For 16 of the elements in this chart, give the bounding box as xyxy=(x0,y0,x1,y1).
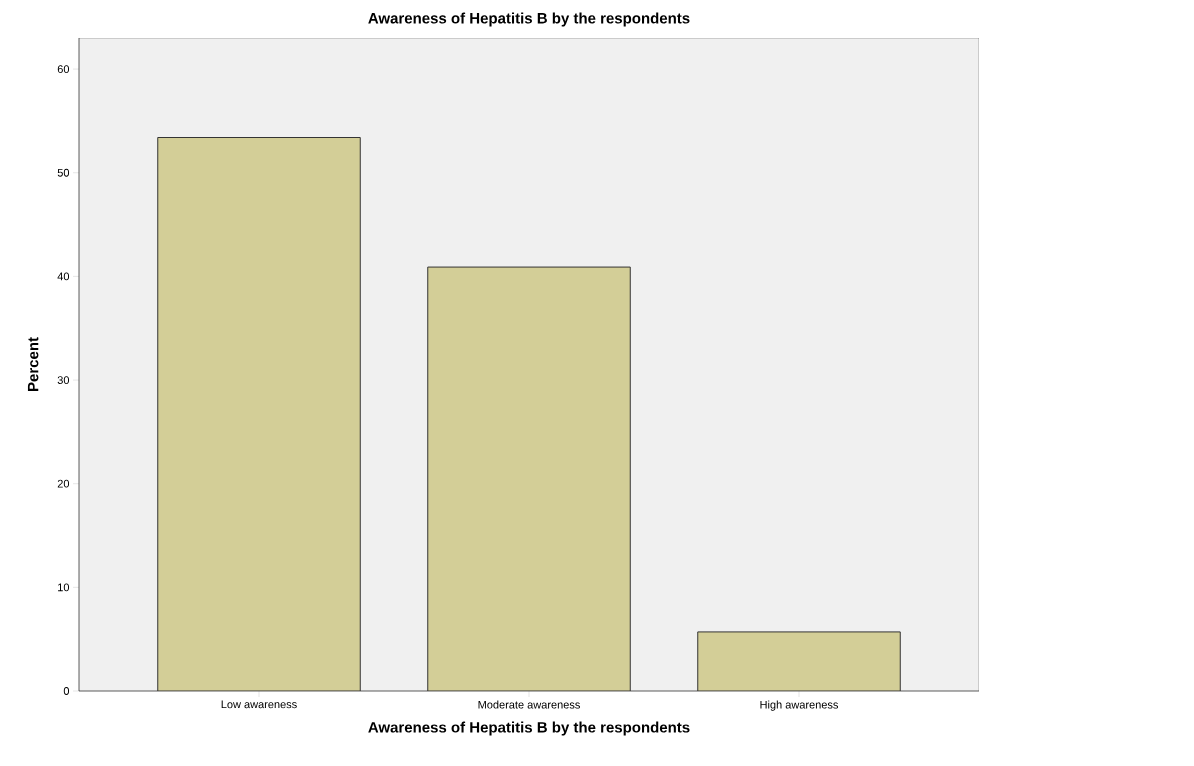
x-tick-label: Low awareness xyxy=(221,700,297,709)
bar xyxy=(697,631,901,691)
y-tick-label: 50 xyxy=(57,168,70,177)
y-tick-label: 40 xyxy=(57,272,70,281)
y-tick-label: 10 xyxy=(58,583,70,592)
x-tick-label: High awareness xyxy=(760,700,839,711)
bar xyxy=(157,137,361,691)
bar xyxy=(427,267,631,691)
x-tick-label: Moderate awareness xyxy=(478,700,580,709)
y-tick-label: 20 xyxy=(57,479,70,488)
chart-title: Awareness of Hepatitis B by the respondents xyxy=(368,12,690,27)
y-tick-label: 0 xyxy=(63,687,70,695)
y-tick-label: 60 xyxy=(57,65,70,73)
y-axis-title: Percent xyxy=(27,337,39,392)
x-axis-title: Awareness of Hepatitis B by the respondents xyxy=(368,721,690,736)
y-tick-label: 30 xyxy=(57,376,70,384)
